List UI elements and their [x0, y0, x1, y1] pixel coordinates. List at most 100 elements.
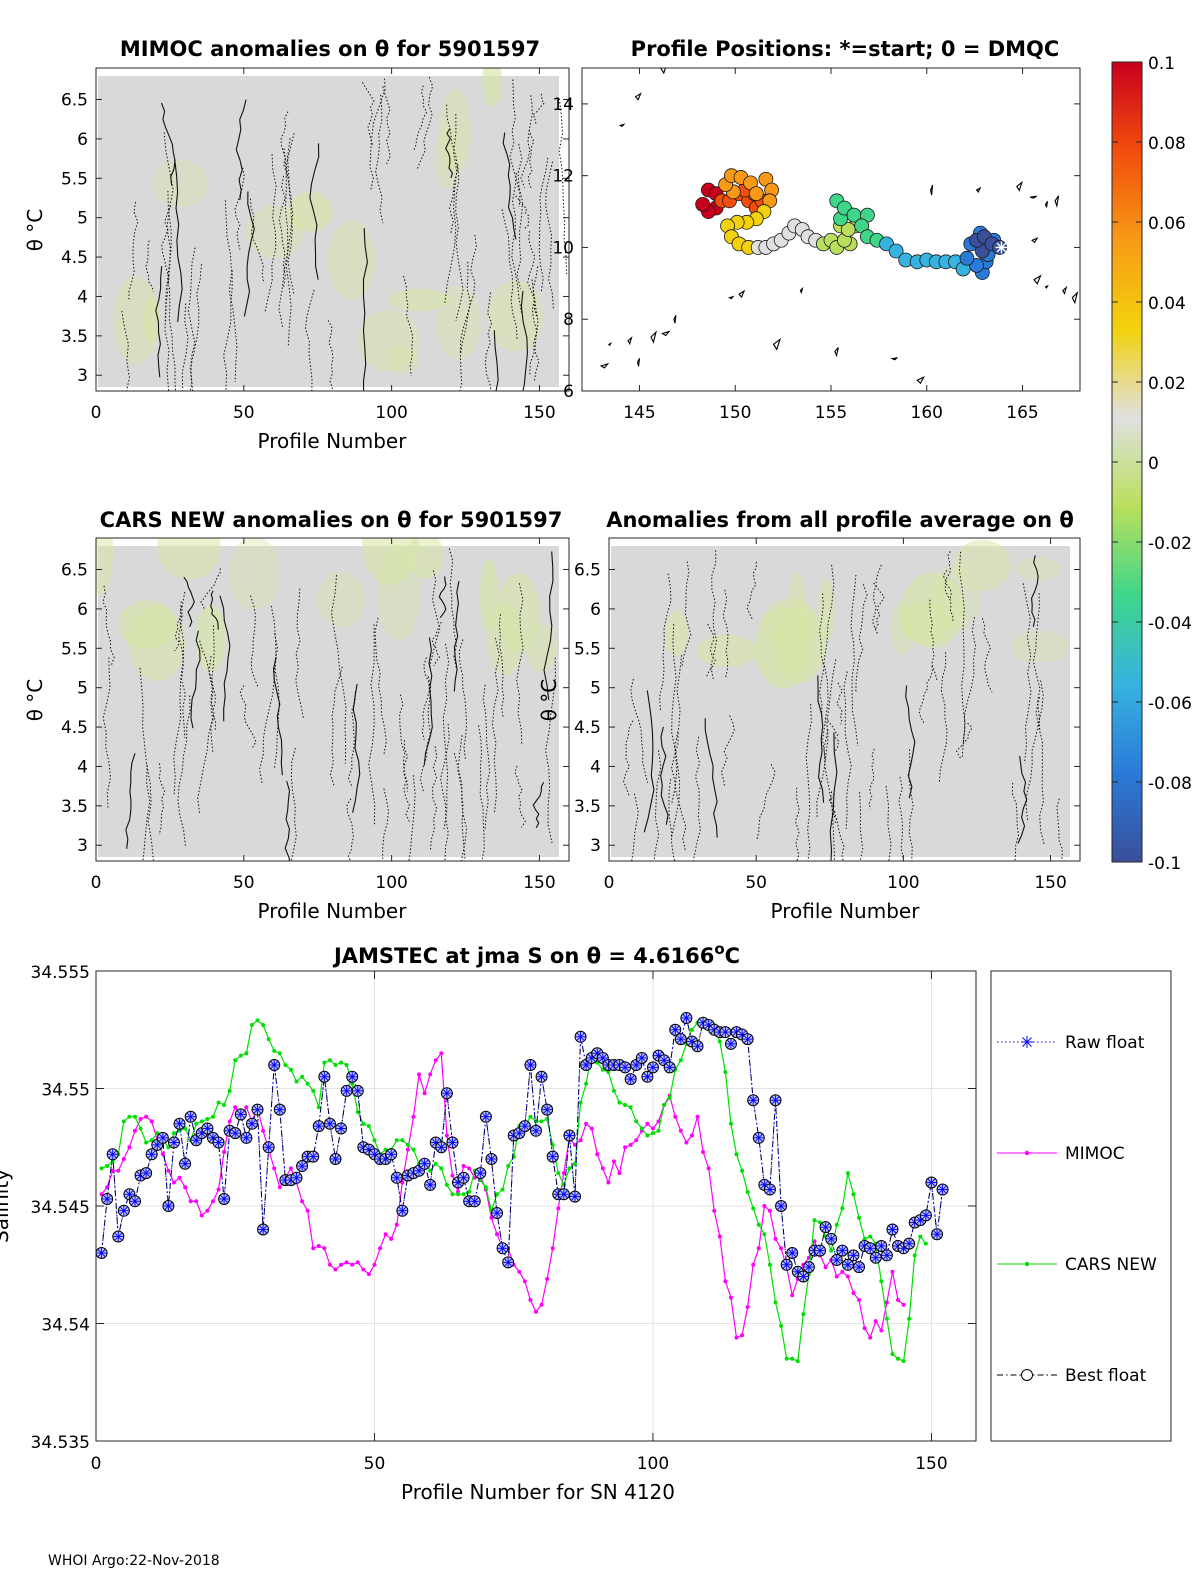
- profile-position-marker: [748, 186, 764, 202]
- cars-new-point: [656, 1128, 661, 1133]
- cars-new-point: [194, 1121, 199, 1126]
- best-float-point: [340, 1084, 353, 1097]
- cars-new-point: [300, 1074, 305, 1079]
- field-contour: [908, 749, 914, 861]
- salinity-title-end: C: [725, 944, 740, 968]
- best-float-point: [218, 1192, 231, 1205]
- raw-float-star-stroke: [353, 1087, 362, 1095]
- raw-float-star-stroke: [799, 1272, 808, 1281]
- cars-new-point: [767, 1262, 772, 1267]
- best-float-point: [290, 1171, 303, 1184]
- best-float-point: [440, 1087, 453, 1100]
- cars-new-point: [205, 1117, 210, 1122]
- mimoc-point: [712, 1208, 717, 1213]
- best-float-point: [869, 1251, 882, 1264]
- field-contour: [290, 747, 297, 861]
- raw-float-star-stroke: [827, 1235, 836, 1243]
- best-float-point: [96, 1247, 108, 1259]
- mimoc-point: [734, 1335, 739, 1340]
- field-contour: [545, 161, 554, 309]
- field-contour: [511, 172, 523, 314]
- cars-new-point: [339, 1060, 344, 1065]
- coastline-fragment: [799, 286, 804, 295]
- cars-new-point: [249, 1023, 254, 1028]
- salinity-legend: Raw float MIMOC CARS NEW Best float: [990, 970, 1172, 1442]
- field-contour: [794, 787, 800, 861]
- best-float-point: [390, 1171, 403, 1184]
- field-contour: [199, 640, 217, 730]
- cars-anomalies-title: CARS NEW anomalies on θ for 5901597: [100, 508, 563, 532]
- mimoc-point: [779, 1246, 784, 1251]
- cars-new-point: [456, 1192, 461, 1197]
- field-warm-patch: [953, 539, 1012, 592]
- mimoc-point: [361, 1267, 366, 1272]
- raw-float-star-stroke: [777, 1202, 785, 1210]
- legend-marker: [1024, 1261, 1030, 1267]
- field-contour: [375, 94, 384, 224]
- best-float-point: [574, 1030, 587, 1043]
- mimoc-point: [439, 1051, 444, 1056]
- field-contour: [653, 750, 662, 861]
- field-contour: [200, 568, 221, 611]
- coastline-fragment: [772, 337, 782, 351]
- mimoc-point: [144, 1114, 149, 1119]
- cars-new-point: [210, 1114, 215, 1119]
- coastline-fragment: [659, 68, 666, 75]
- panel-cars-anomalies: CARS NEW anomalies on θ for 5901597 0 50 1…: [23, 508, 570, 923]
- mimoc-point: [450, 1173, 455, 1178]
- raw-float-star-stroke: [537, 1072, 546, 1081]
- mimoc-point: [216, 1187, 221, 1192]
- mimoc-point: [394, 1222, 399, 1227]
- salinity-ytick-label: 34.55: [41, 1081, 90, 1101]
- positions-xtick-label: 160: [911, 403, 943, 423]
- cars-new-point: [127, 1114, 132, 1119]
- mimoc-point: [901, 1302, 906, 1307]
- cars-new-point: [790, 1356, 795, 1361]
- mimoc-point: [678, 1128, 683, 1133]
- mimoc-point: [149, 1119, 154, 1124]
- mimoc-point: [550, 1246, 555, 1251]
- field-contour: [681, 561, 692, 667]
- raw-float-star-stroke: [270, 1061, 279, 1069]
- raw-float-star-stroke: [220, 1195, 228, 1203]
- cars-ytick-label: 6: [77, 600, 88, 620]
- field-contour: [836, 682, 844, 725]
- raw-float-star-stroke: [676, 1035, 685, 1043]
- cars-new-point: [773, 1300, 778, 1305]
- raw-float-star-stroke: [660, 1056, 668, 1065]
- field-contour: [509, 79, 521, 208]
- mimoc-point: [645, 1121, 650, 1126]
- cars-new-point: [634, 1119, 639, 1124]
- mimoc-point: [840, 1269, 845, 1274]
- cars-new-point: [834, 1222, 839, 1227]
- raw-float-star-stroke: [649, 1063, 657, 1072]
- best-float-point: [106, 1148, 119, 1161]
- best-float-point: [491, 1207, 504, 1220]
- field-contour: [259, 633, 279, 785]
- field-contour: [459, 234, 477, 353]
- cars-new-point: [467, 1189, 472, 1194]
- mimoc-point: [606, 1180, 611, 1185]
- mimoc-ylabel: θ °C: [23, 209, 47, 252]
- raw-float-star-stroke: [849, 1251, 858, 1260]
- field-warm-patch: [228, 538, 280, 610]
- raw-float-star-stroke: [749, 1096, 758, 1105]
- cars-new-point: [500, 1187, 505, 1192]
- legend-label: Best float: [1065, 1366, 1147, 1386]
- best-float-point: [663, 1061, 676, 1074]
- cars-new-point: [801, 1312, 806, 1317]
- cars-ytick-label: 3.5: [61, 797, 88, 817]
- colorbar-tick-label: -0.1: [1148, 854, 1181, 874]
- mimoc-point: [316, 1243, 321, 1248]
- field-contour: [1022, 583, 1032, 764]
- field-contour: [1011, 782, 1020, 861]
- raw-float-star-stroke: [264, 1143, 273, 1152]
- cars-new-point: [650, 1131, 655, 1136]
- raw-float-star-stroke: [97, 1249, 106, 1257]
- best-float-point: [819, 1221, 832, 1234]
- cars-new-point: [539, 1119, 544, 1124]
- cars-new-point: [283, 1063, 288, 1067]
- mimoc-point: [845, 1274, 850, 1279]
- raw-float-star-stroke: [721, 1028, 730, 1036]
- colorbar-tick-label: 0.1: [1148, 54, 1175, 74]
